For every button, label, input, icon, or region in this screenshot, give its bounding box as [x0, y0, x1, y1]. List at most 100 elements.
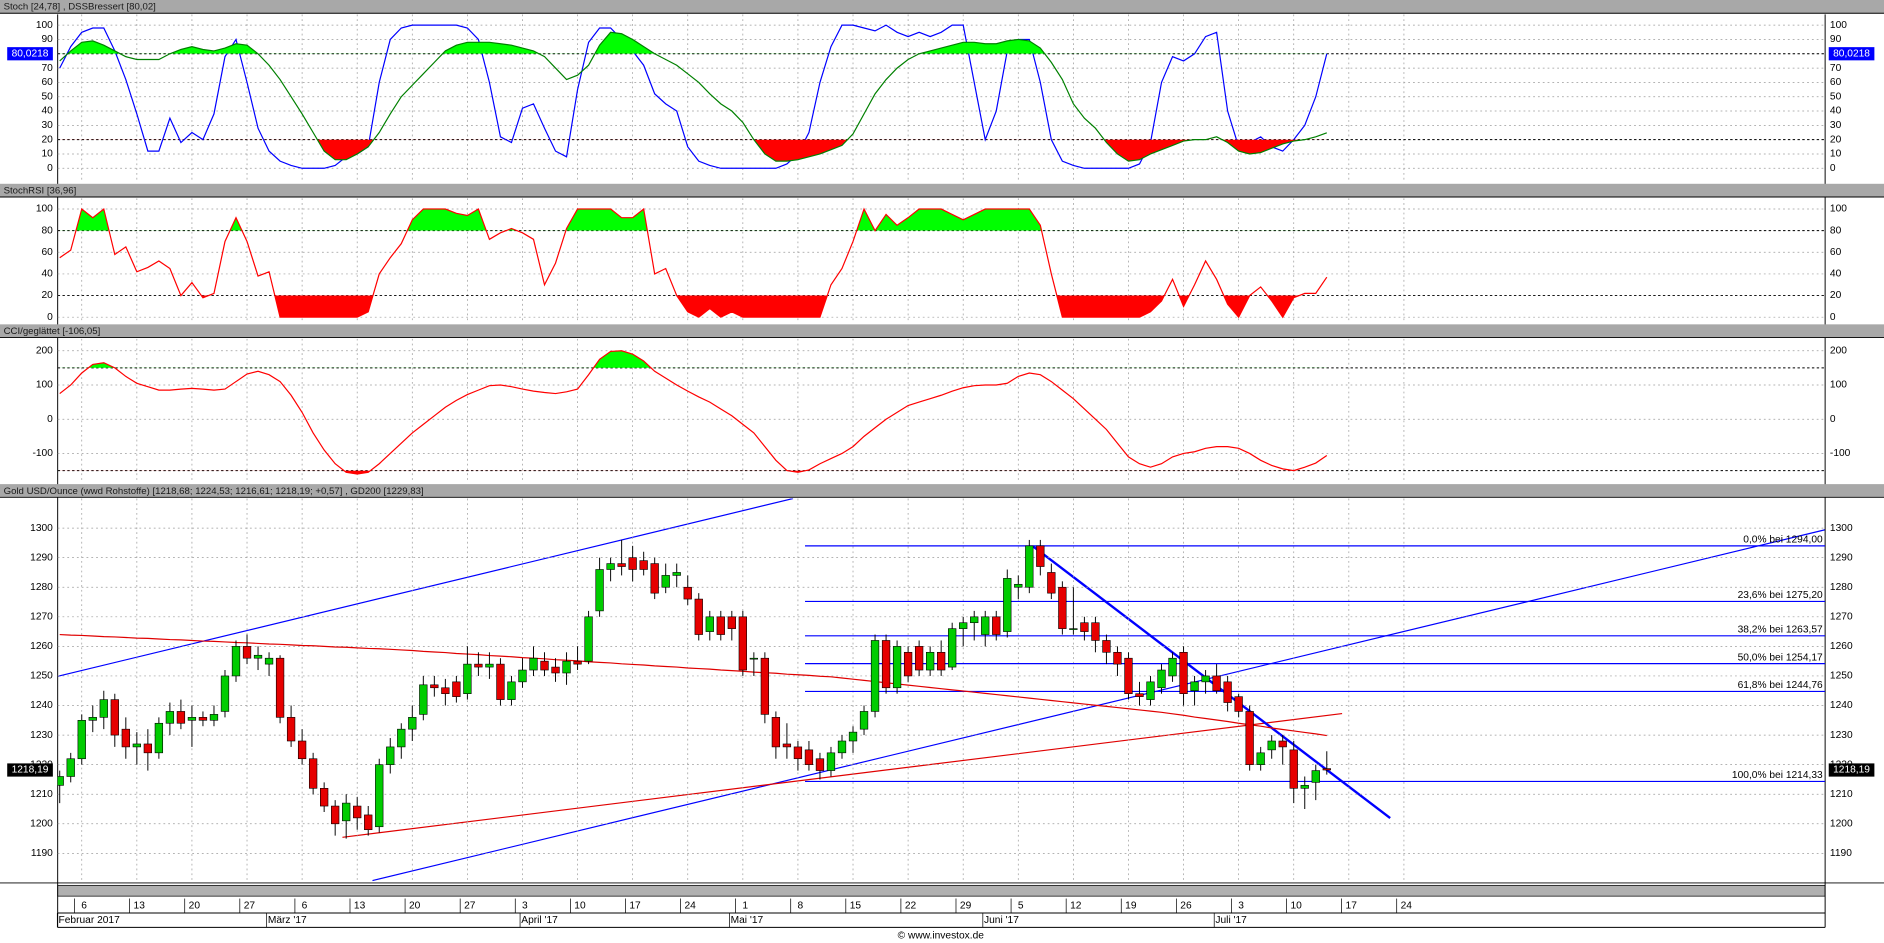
candle-body [297, 740, 307, 760]
candle-body [970, 616, 979, 624]
candle-body [419, 684, 428, 715]
candle-body [1069, 628, 1078, 630]
candle-body [584, 616, 593, 662]
y-tick-label: 1270 [30, 612, 53, 623]
y-tick-label: 10 [1830, 149, 1842, 160]
candle-body [672, 572, 681, 576]
candle-body [187, 717, 197, 721]
candle-body [595, 569, 604, 612]
candle-body [1322, 768, 1331, 771]
y-tick-label: 60 [1830, 77, 1842, 88]
y-tick-label: 70 [42, 63, 54, 74]
candle-body [859, 711, 869, 730]
candle-body [1278, 740, 1287, 748]
x-axis-bar [57, 884, 1826, 897]
candle-body [1058, 586, 1067, 629]
y-tick-label: 200 [36, 345, 53, 356]
series-line [59, 350, 1328, 475]
candle-body [1124, 657, 1133, 694]
y-tick-label: 30 [1830, 120, 1842, 131]
candle-body [198, 717, 208, 721]
plot [57, 14, 1826, 183]
series-line [59, 24, 1328, 169]
candle-body [1190, 681, 1199, 692]
y-tick-label: 200 [1830, 345, 1847, 356]
y-tick-label: 50 [42, 91, 54, 102]
y-tick-label: 0 [1830, 163, 1836, 174]
y-tick-label: 0 [47, 414, 53, 425]
candle-body [1223, 681, 1232, 703]
y-tick-label: 1290 [30, 552, 53, 563]
x-tick-label: 3 [1238, 900, 1244, 911]
candle-body [77, 720, 86, 760]
header-bar [0, 324, 1884, 338]
candle-body [320, 788, 329, 807]
candle-body [628, 557, 637, 570]
y-tick-label: 80 [1830, 225, 1842, 236]
y-tick-label: 1200 [30, 819, 53, 830]
y-tick-label: 1250 [1830, 671, 1853, 682]
candle-body [837, 740, 847, 754]
last-value-tag [7, 47, 53, 61]
candle-body [948, 628, 957, 668]
candle-body [496, 663, 505, 700]
candle-body [1003, 578, 1012, 632]
month-label: Mai '17 [731, 915, 764, 926]
x-tick-label: 15 [850, 900, 862, 911]
x-tick-label: 8 [797, 900, 803, 911]
candle-body [452, 681, 461, 697]
candle-body [1179, 651, 1188, 694]
candle-body [253, 654, 263, 659]
y-tick-label: 1190 [31, 848, 53, 859]
y-tick-label: 50 [1830, 91, 1842, 102]
candle-body [1080, 622, 1089, 632]
candle-body [606, 563, 615, 570]
candle-body [1047, 572, 1056, 594]
candle-body [220, 675, 230, 712]
x-tick-label: 1 [742, 900, 748, 911]
panel-title: Gold USD/Ounce (wwd Rohstoffe) [1218,68;… [4, 486, 424, 497]
candle-body [1267, 740, 1276, 751]
candle-body [110, 699, 119, 736]
candle-body [661, 575, 670, 588]
trendlines [57, 498, 1826, 882]
y-tick-label: 100 [36, 380, 53, 391]
month-label: Februar 2017 [59, 915, 121, 926]
y-tick-label: 0 [1830, 312, 1836, 323]
y-tick-label: 1260 [1830, 641, 1853, 652]
candle-body [408, 717, 417, 730]
y-tick-label: 1250 [30, 671, 53, 682]
candle-body [1289, 749, 1298, 789]
candle-body [485, 663, 494, 668]
candle-body [176, 711, 186, 724]
candle-body [1091, 622, 1100, 641]
fib-label: 100,0% bei 1214,33 [1732, 770, 1823, 781]
candle-body [903, 651, 913, 677]
y-tick-label: 1200 [1830, 819, 1853, 830]
y-tick-label: 20 [1830, 134, 1842, 145]
y-tick-label: -100 [32, 448, 53, 459]
candle-body [364, 814, 373, 831]
panel-title: Stoch [24,78] , DSSBressert [80,02] [4, 2, 156, 13]
y-tick-label: 100 [36, 20, 53, 31]
y-tick-label: 40 [42, 269, 54, 280]
candle-body [375, 764, 384, 828]
last-value-label: 1218,19 [12, 765, 49, 776]
fib-label: 38,2% bei 1263,57 [1738, 625, 1823, 636]
candle-body [727, 616, 736, 629]
candle-body [650, 563, 659, 594]
y-tick-label: 20 [42, 290, 54, 301]
plot: 0,0% bei 1294,00 23,6% bei 1275,20 38,2% b… [57, 498, 1826, 883]
last-value-tag [1828, 763, 1875, 777]
candle-body [1300, 785, 1309, 789]
candle-body [551, 666, 560, 674]
x-tick-label: 6 [81, 900, 87, 911]
candle-body [518, 669, 527, 683]
candle-body [760, 657, 770, 715]
overbought-fill [67, 32, 1045, 54]
candle-body [1025, 545, 1034, 588]
x-tick-label: 27 [244, 900, 256, 911]
x-tick-label: 20 [189, 900, 201, 911]
candle-body [1014, 583, 1023, 588]
